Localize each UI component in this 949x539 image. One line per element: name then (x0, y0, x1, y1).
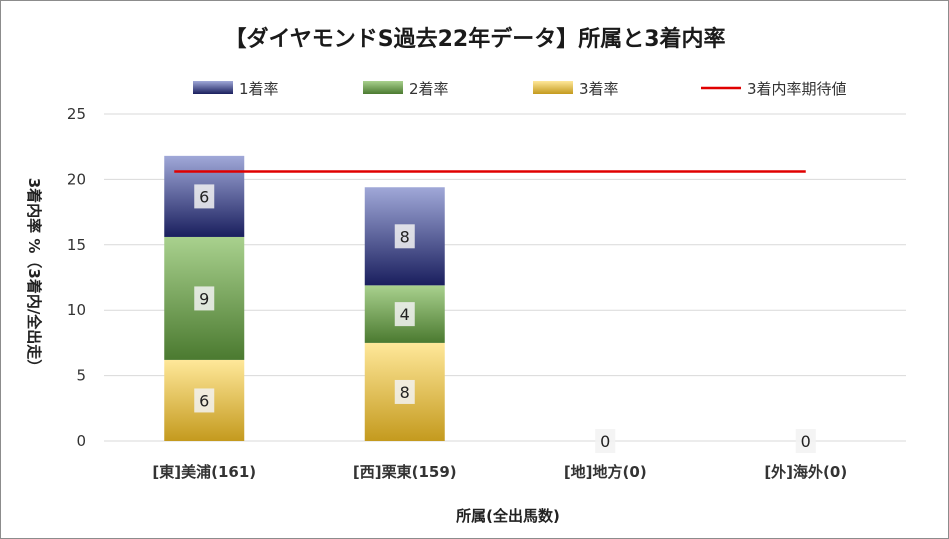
legend-label: 1着率 (239, 80, 279, 98)
data-label: 6 (199, 391, 209, 410)
data-label-box (394, 302, 415, 327)
data-label-box (194, 286, 215, 311)
data-label: 8 (400, 383, 410, 402)
x-tick-label: [東]美浦(161) (152, 463, 256, 481)
data-label: 4 (400, 305, 410, 324)
legend-swatch (363, 81, 403, 94)
x-tick-label: [地]地方(0) (564, 463, 647, 481)
y-tick-label: 25 (67, 105, 86, 123)
data-label-box (194, 184, 215, 209)
data-label-box (394, 224, 415, 249)
legend-label: 3着内率期待値 (747, 80, 847, 98)
data-labels: 6 9 6 8 4 8 0 0 (194, 184, 816, 453)
x-tick-label: [外]海外(0) (764, 463, 847, 481)
x-axis-labels: [東]美浦(161) [西]栗東(159) [地]地方(0) [外]海外(0) (152, 463, 847, 481)
data-label: 6 (199, 187, 209, 206)
x-axis-title: 所属(全出馬数) (456, 507, 560, 525)
legend-swatch (533, 81, 573, 94)
legend-label: 3着率 (579, 80, 619, 98)
x-tick-label: [西]栗東(159) (353, 463, 457, 481)
legend: 1着率 2着率 3着率 3着内率期待値 (193, 80, 847, 98)
data-label: 0 (801, 432, 811, 451)
data-label: 9 (199, 289, 209, 308)
legend-label: 2着率 (409, 80, 449, 98)
data-label: 8 (400, 227, 410, 246)
data-label-box (795, 429, 816, 453)
chart-title: 【ダイヤモンドS過去22年データ】所属と3着内率 (224, 26, 725, 52)
data-label: 0 (600, 432, 610, 451)
y-tick-label: 20 (67, 170, 86, 188)
y-tick-label: 10 (67, 301, 86, 319)
data-label-box (194, 388, 215, 413)
data-label-box (394, 379, 415, 404)
y-tick-label: 15 (67, 236, 86, 254)
y-axis-title: 3着内率 %（3着内/全出走） (25, 178, 43, 375)
legend-swatch (193, 81, 233, 94)
y-tick-label: 0 (76, 432, 86, 450)
y-axis-ticks: 0 5 10 15 20 25 (67, 105, 86, 450)
data-label-box (595, 429, 616, 453)
y-tick-label: 5 (76, 367, 86, 385)
